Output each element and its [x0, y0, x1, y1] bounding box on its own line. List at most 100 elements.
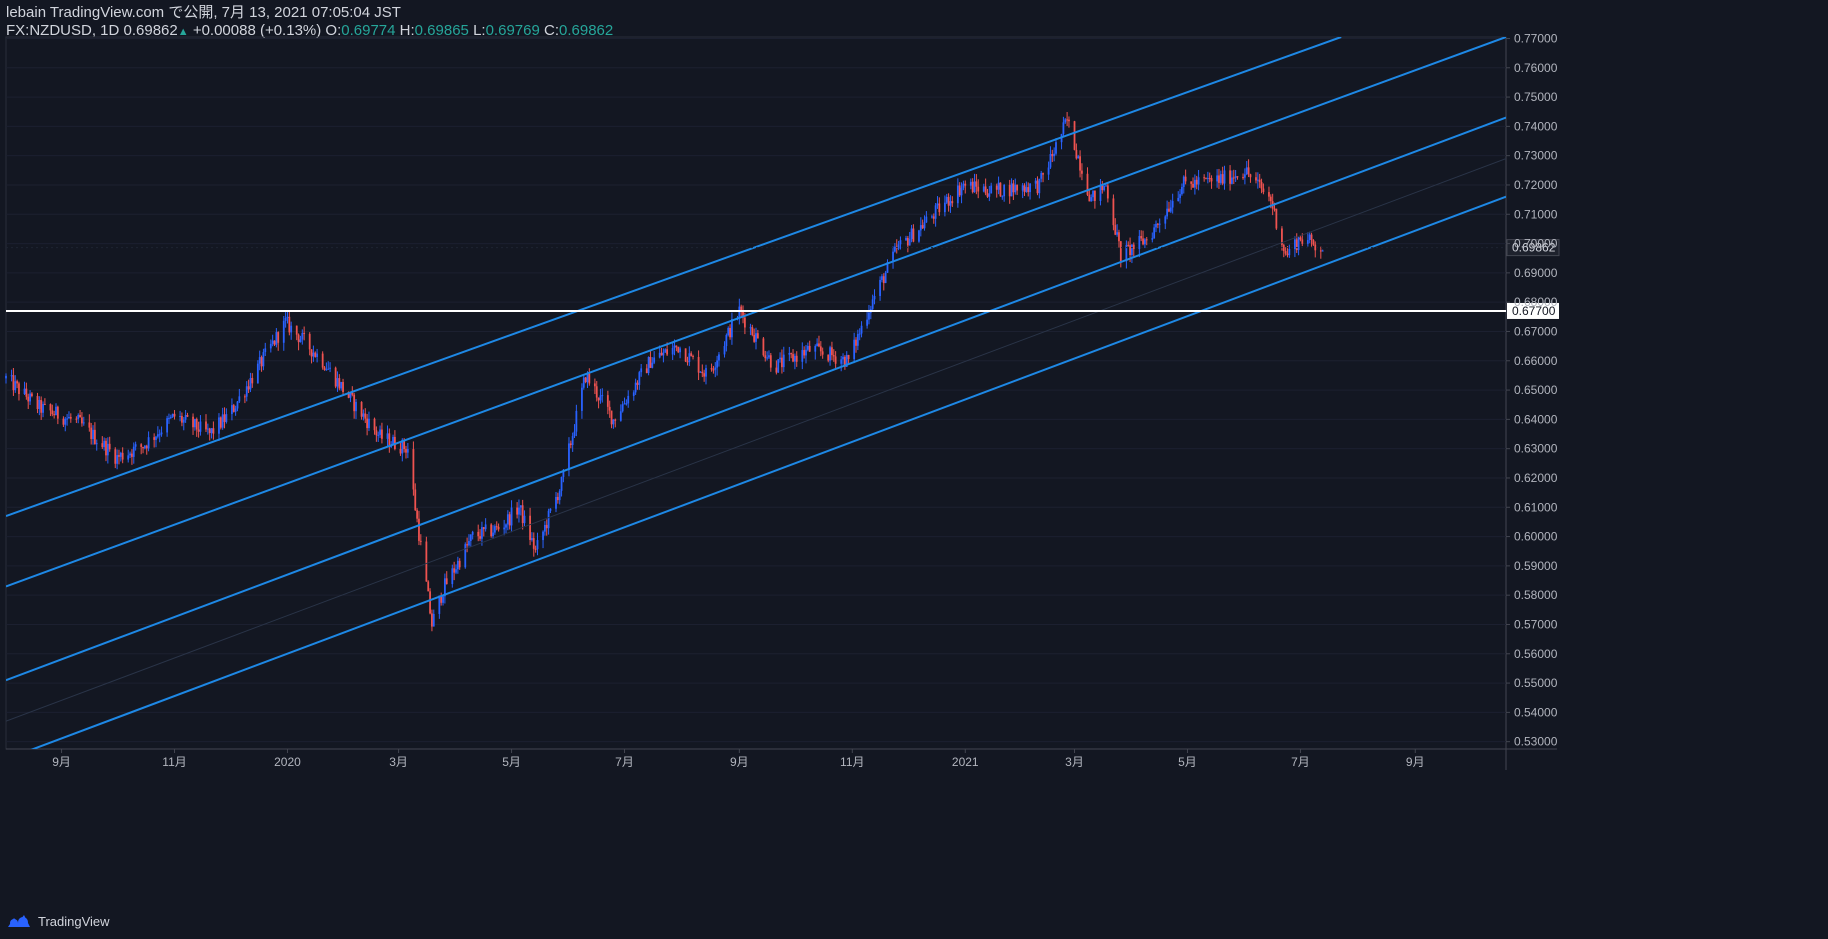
candle-body [1268, 192, 1270, 197]
candle-body [205, 421, 207, 430]
candle-body [1112, 198, 1115, 226]
candle-body [1166, 208, 1169, 217]
candle-body [232, 405, 235, 412]
candle-body [1193, 179, 1196, 188]
level-price-box [1507, 302, 1559, 319]
candle-body [81, 417, 83, 424]
candle-body [853, 339, 856, 360]
low-label: L: [473, 22, 486, 39]
candle-body [1219, 174, 1222, 183]
last-price: 0.69862 [123, 22, 178, 39]
candle-body [53, 414, 56, 416]
low-value: 0.69769 [485, 22, 540, 39]
symbol-label: FX:NZDUSD, 1D [6, 22, 120, 39]
candle-body [55, 406, 57, 416]
candle-body [908, 239, 911, 246]
price-axis[interactable]: 0.77000 0.76000 0.75000 0.74000 0.73000 0.720… [1506, 31, 1558, 749]
candle-body [1319, 250, 1322, 252]
candle-body [269, 343, 272, 349]
candle-body [1034, 180, 1037, 184]
candle-body [847, 354, 850, 360]
candle-body [873, 296, 876, 300]
candle-body [882, 276, 885, 284]
candle-body [827, 354, 830, 361]
candle-body [1164, 216, 1167, 224]
candle-body [1099, 184, 1102, 202]
candle-body [503, 527, 506, 530]
price-tick-label: 0.57000 [1514, 617, 1558, 631]
candle-body [297, 334, 300, 343]
candle-body [686, 361, 689, 363]
candle-body [636, 382, 639, 385]
candle-body [606, 395, 609, 407]
candle-body [129, 453, 131, 456]
candle-body [373, 418, 376, 431]
price-tick-label: 0.71000 [1514, 207, 1558, 221]
candle-body [1106, 185, 1109, 199]
candle-body [1131, 244, 1133, 255]
candle-body [568, 443, 570, 470]
candle-body [182, 419, 185, 423]
time-axis[interactable]: 9月 11月 2020 3月 5月 7月 9月 11月 2021 3月 5月 7月 9月 [52, 749, 1425, 769]
candle-body [751, 327, 754, 335]
candle-body [256, 363, 259, 384]
candle-body [1118, 232, 1120, 242]
candle-body [925, 216, 928, 223]
candle-body [1243, 174, 1246, 178]
candle-body [805, 349, 807, 356]
channel-lines[interactable] [6, 37, 1506, 759]
candle-body [1262, 188, 1265, 193]
candle-body [258, 357, 261, 364]
candle-body [982, 186, 985, 192]
candle-body [127, 455, 130, 460]
candle-body [521, 505, 524, 524]
candle-body [271, 340, 274, 344]
candle-body [69, 416, 72, 419]
candle-body [956, 185, 959, 204]
candle-body [673, 345, 676, 348]
open-label: O: [325, 22, 342, 39]
candle-body [788, 353, 791, 355]
candle-body [25, 388, 28, 397]
candle-body [971, 181, 974, 193]
candle-body [155, 436, 157, 440]
median-line[interactable] [6, 158, 1506, 722]
candle-body [866, 319, 869, 326]
candle-body [871, 299, 874, 309]
candle-body [186, 415, 189, 417]
channel-line[interactable] [6, 37, 1342, 518]
candle-body [273, 340, 276, 345]
candle-body [1001, 196, 1004, 198]
last-price-box [1506, 239, 1560, 257]
candle-body [543, 524, 546, 532]
candle-body [49, 404, 52, 411]
candle-body [556, 496, 559, 501]
candle-body [699, 371, 702, 373]
candle-body [349, 392, 352, 398]
candle-body [897, 244, 900, 249]
channel-line[interactable] [6, 195, 1506, 760]
candle-body [601, 395, 604, 397]
candle-body [179, 416, 181, 418]
candle-body [755, 333, 757, 342]
horizontal-level[interactable]: 0.67700 0.69862 [6, 239, 1560, 319]
price-tick-label: 0.58000 [1514, 588, 1558, 602]
channel-line[interactable] [6, 116, 1506, 682]
candle-body [1042, 173, 1044, 175]
candle-body [947, 196, 950, 206]
candle-body [534, 548, 537, 550]
candle-body [160, 432, 163, 435]
candle-body [819, 346, 822, 352]
price-tick-label: 0.54000 [1514, 705, 1558, 719]
candle-body [456, 560, 459, 570]
candle-body [1258, 179, 1261, 183]
candle-body [401, 439, 404, 454]
candle-body [443, 578, 446, 597]
candle-body [881, 276, 883, 280]
candle-body [986, 193, 989, 197]
candle-body [212, 428, 215, 434]
candle-body [768, 355, 770, 358]
time-tick-label: 5月 [502, 755, 521, 769]
candle-body [347, 391, 350, 398]
